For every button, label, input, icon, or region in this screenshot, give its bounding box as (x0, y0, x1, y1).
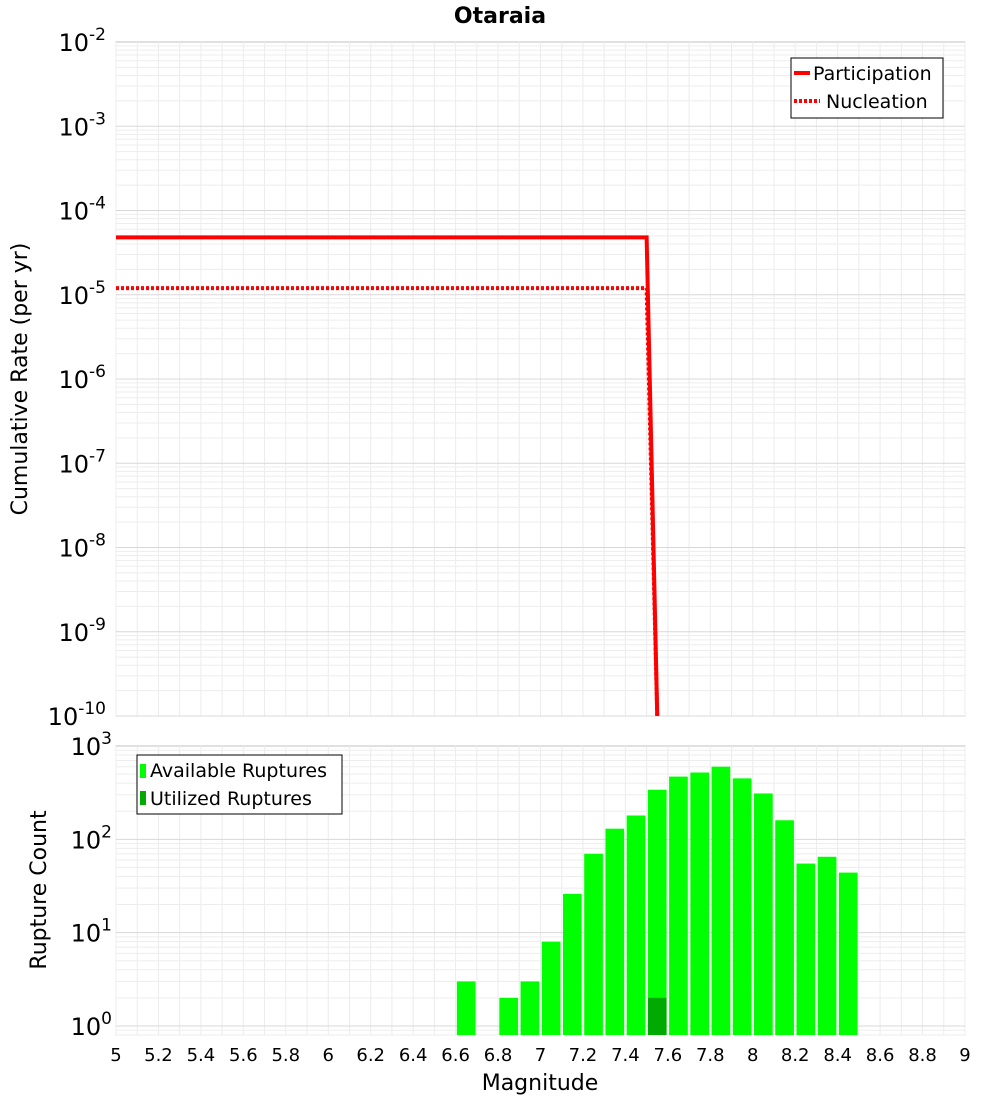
available-rupture-bar (647, 789, 667, 1035)
chart-title: Otaraia (454, 4, 546, 29)
nucleation-line (116, 286, 660, 717)
available-legend-swatch (140, 764, 146, 778)
bottom-panel: 100 101 102 103 5 5.2 5.4 5.6 5.8 6 6.2 6.4 6.6 6.8 7… (27, 729, 971, 1096)
top-legend: Participation Nucleation (790, 57, 944, 119)
y-tick-label: 10-10 (48, 699, 106, 731)
x-axis-label: Magnitude (482, 1071, 599, 1096)
utilized-legend-swatch (140, 791, 146, 805)
available-rupture-bar (796, 863, 816, 1035)
x-tick-label: 6.6 (441, 1045, 470, 1066)
y-tick-label: 10-5 (59, 278, 107, 310)
bottom-y-axis-label: Rupture Count (27, 810, 52, 970)
available-rupture-bar (562, 893, 582, 1035)
x-tick-label: 5 (110, 1045, 121, 1066)
available-rupture-bar (499, 997, 519, 1035)
x-tick-label: 7.4 (611, 1045, 640, 1066)
x-tick-label: 5.8 (271, 1045, 300, 1066)
available-rupture-bar (520, 981, 540, 1035)
participation-line (116, 235, 660, 717)
available-rupture-bar (754, 793, 773, 1035)
bottom-legend: Available Ruptures Utilized Ruptures (136, 754, 343, 815)
available-rupture-bar (838, 872, 858, 1035)
available-rupture-bar (732, 778, 752, 1035)
x-tick-label: 8 (747, 1045, 758, 1066)
x-tick-label: 5.4 (187, 1045, 216, 1066)
top-y-tick-labels: 10-10 10-9 10-8 10-7 10-6 10-5 10-4 10-3 10-2 (48, 25, 106, 731)
available-rupture-bar (690, 772, 710, 1035)
y-tick-label: 100 (71, 1009, 112, 1041)
y-tick-label: 103 (71, 729, 112, 761)
available-rupture-bar (584, 853, 603, 1035)
x-tick-label: 6.2 (356, 1045, 385, 1066)
available-rupture-bar (605, 828, 625, 1035)
x-tick-label: 6.8 (484, 1045, 513, 1066)
x-tick-labels: 5 5.2 5.4 5.6 5.8 6 6.2 6.4 6.6 6.8 7 7.2 7.4 7.6 7.8 8… (110, 1045, 970, 1066)
y-tick-label: 10-2 (59, 25, 107, 57)
x-tick-label: 7.2 (569, 1045, 598, 1066)
x-tick-label: 7 (535, 1045, 546, 1066)
y-tick-label: 10-6 (59, 362, 107, 394)
x-tick-label: 9 (959, 1045, 970, 1066)
x-tick-label: 6.4 (399, 1045, 428, 1066)
bottom-bars (456, 766, 858, 1035)
y-tick-label: 10-8 (59, 531, 107, 563)
y-tick-label: 10-3 (59, 109, 107, 141)
x-tick-label: 8.2 (781, 1045, 810, 1066)
available-rupture-bar (626, 815, 646, 1035)
available-rupture-bar (775, 820, 794, 1035)
top-series (116, 235, 660, 717)
nucleation-legend-label: Nucleation (826, 91, 928, 113)
y-tick-label: 10-7 (59, 446, 107, 478)
y-tick-label: 101 (71, 916, 112, 948)
y-tick-label: 10-4 (59, 194, 107, 226)
available-rupture-bar (669, 776, 688, 1035)
x-tick-label: 5.2 (144, 1045, 173, 1066)
x-tick-label: 8.8 (908, 1045, 937, 1066)
participation-legend-label: Participation (813, 63, 932, 85)
utilized-rupture-bar (647, 997, 667, 1035)
available-legend-label: Available Ruptures (150, 760, 327, 782)
top-grid (115, 42, 966, 717)
x-tick-label: 8.6 (866, 1045, 895, 1066)
x-tick-label: 5.6 (229, 1045, 258, 1066)
x-tick-label: 7.8 (696, 1045, 725, 1066)
bottom-legend-box (136, 754, 343, 815)
top-panel: 10-10 10-9 10-8 10-7 10-6 10-5 10-4 10-3 10-2 Cu… (8, 25, 966, 731)
x-tick-label: 6 (323, 1045, 334, 1066)
top-legend-box (790, 57, 944, 119)
x-tick-label: 8.4 (823, 1045, 852, 1066)
available-rupture-bar (711, 766, 731, 1035)
utilized-legend-label: Utilized Ruptures (150, 788, 312, 810)
bottom-y-tick-labels: 100 101 102 103 (71, 729, 112, 1041)
top-y-axis-label: Cumulative Rate (per yr) (8, 243, 33, 516)
available-rupture-bar (456, 981, 476, 1035)
available-rupture-bar (541, 941, 561, 1035)
y-tick-label: 102 (71, 822, 112, 854)
x-tick-label: 7.6 (654, 1045, 683, 1066)
y-tick-label: 10-9 (59, 615, 107, 647)
available-rupture-bar (817, 856, 837, 1035)
